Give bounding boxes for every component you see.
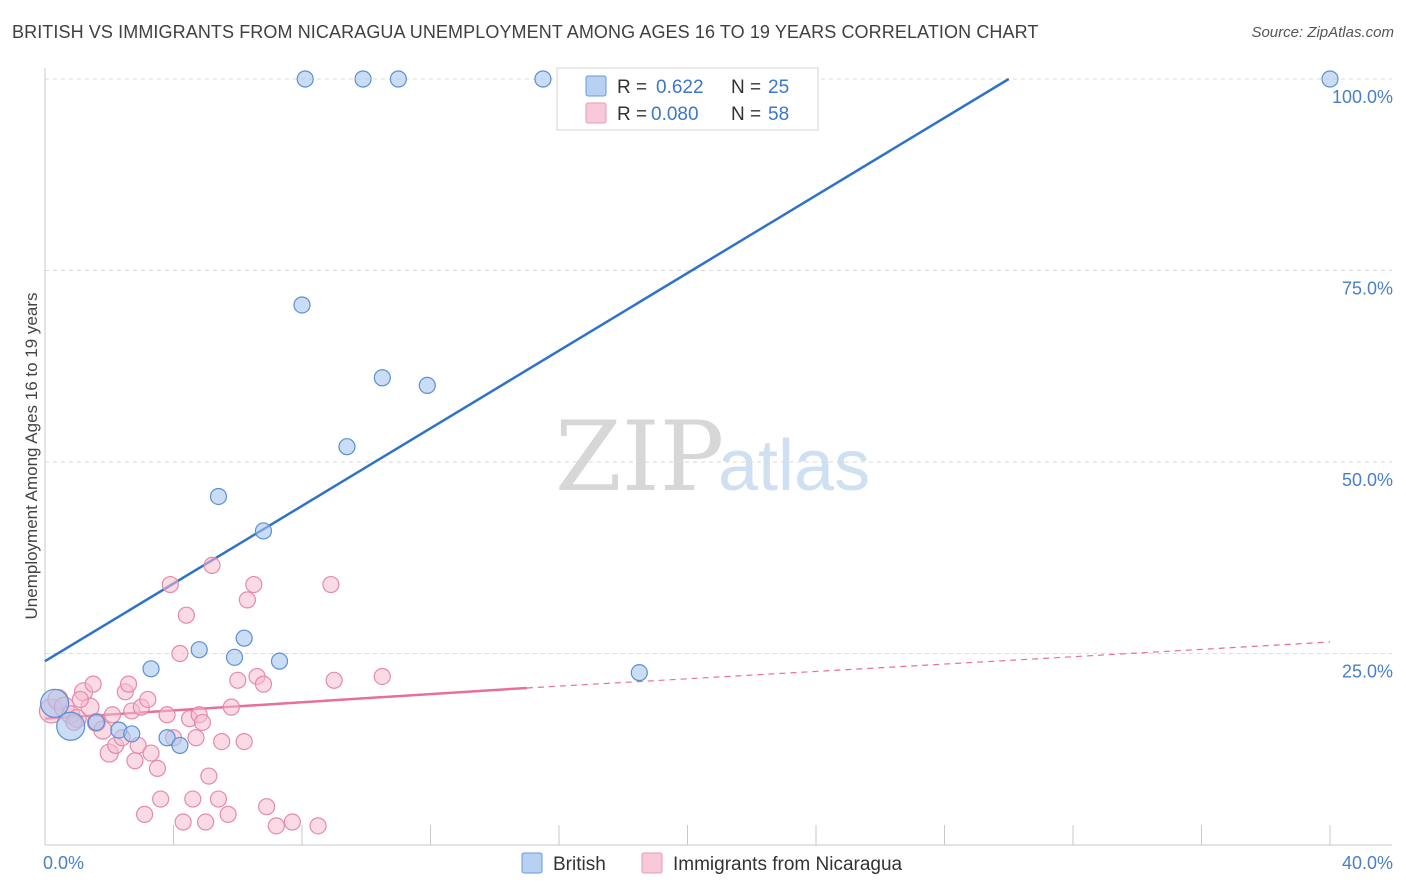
british-point [293,296,311,314]
nicaragua-point [158,706,176,724]
british-point [123,725,141,743]
british-point [630,664,648,682]
british-point [40,688,70,718]
bottom-legend-swatch-british [521,852,543,874]
source-label: Source: ZipAtlas.com [1251,24,1394,41]
bottom-legend-nicaragua: Immigrants from Nicaragua [673,854,903,875]
nicaragua-point [325,671,343,689]
british-point [235,629,253,647]
nicaragua-point [258,798,276,816]
nicaragua-point [171,644,189,663]
legend-swatch-nicaragua [585,102,607,124]
british-point [373,369,391,387]
british-point [418,376,436,394]
nicaragua-point [184,790,202,808]
x-tick-min: 0.0% [43,853,84,873]
british-point [534,70,552,88]
british-point [87,713,106,732]
british-point [354,70,372,88]
nicaragua-point [193,713,212,732]
y-tick-label: 25.0% [1342,662,1393,682]
nicaragua-point [177,606,195,624]
bottom-legend: British Immigrants from Nicaragua [521,852,903,875]
nicaragua-point [152,790,170,808]
nicaragua-point [203,556,221,575]
british-point [142,660,160,678]
watermark-zip: ZIP [555,401,724,513]
british-point [225,648,244,666]
legend-box: R = 0.622 N = 25 R = 0.080 N = 58 [556,67,819,131]
watermark-atlas: atlas [718,426,870,506]
legend-n-value-1: 25 [768,77,789,98]
bottom-legend-swatch-nicaragua [641,852,663,874]
legend-n-label-1: N = [731,77,761,98]
y-tick-label: 75.0% [1342,279,1393,299]
nicaragua-point [267,817,285,835]
nicaragua-point [213,732,231,751]
legend-n-value-2: 58 [768,104,789,125]
nicaragua-point [197,813,215,831]
nicaragua-point [219,805,237,823]
y-tick-label: 50.0% [1342,470,1393,490]
nicaragua-point [139,690,157,709]
nicaragua-point [209,790,228,808]
nicaragua-point [235,732,253,751]
nicaragua-point [148,759,167,778]
british-trend-line [44,77,1010,663]
nicaragua-point [229,671,247,689]
british-point [158,729,176,747]
legend-n-label-2: N = [731,104,761,125]
nicaragua-point [103,706,122,724]
chart-title: BRITISH VS IMMIGRANTS FROM NICARAGUA UNE… [12,22,1039,42]
british-point [296,70,314,88]
nicaragua-point [309,817,327,835]
nicaragua-point [174,813,192,831]
legend-r-label-1: R = [617,77,647,98]
nicaragua-point [71,690,89,709]
nicaragua-point [200,767,218,785]
nicaragua-point [119,675,138,693]
nicaragua-point [142,744,160,762]
nicaragua-point [84,675,102,693]
nicaragua-point [161,575,179,594]
nicaragua-point [283,813,301,831]
british-point [56,711,86,741]
legend-r-label-2: R = [617,104,647,125]
british-point [171,736,189,755]
bottom-legend-british: British [553,854,606,875]
nicaragua-point [187,729,205,747]
british-point [190,641,208,659]
y-tick-label: 100.0% [1332,87,1393,107]
y-axis-label: Unemployment Among Ages 16 to 19 years [22,293,41,620]
british-point [338,438,356,456]
legend-r-value-1: 0.622 [656,77,704,98]
nicaragua-trend-extension [526,641,1331,689]
nicaragua-point [245,575,263,594]
nicaragua-point [322,575,340,594]
legend-r-value-2: 0.080 [651,104,699,125]
nicaragua-point [222,698,240,716]
nicaragua-point [254,675,273,693]
x-tick-max: 40.0% [1342,853,1393,873]
legend-swatch-british [585,75,607,97]
british-point [389,70,407,88]
nicaragua-point [238,591,256,609]
british-point [1321,70,1339,88]
nicaragua-point [126,752,144,770]
nicaragua-point [135,805,154,823]
british-point [209,487,228,506]
british-point [254,522,273,540]
british-point [270,652,289,670]
nicaragua-point [373,667,391,686]
